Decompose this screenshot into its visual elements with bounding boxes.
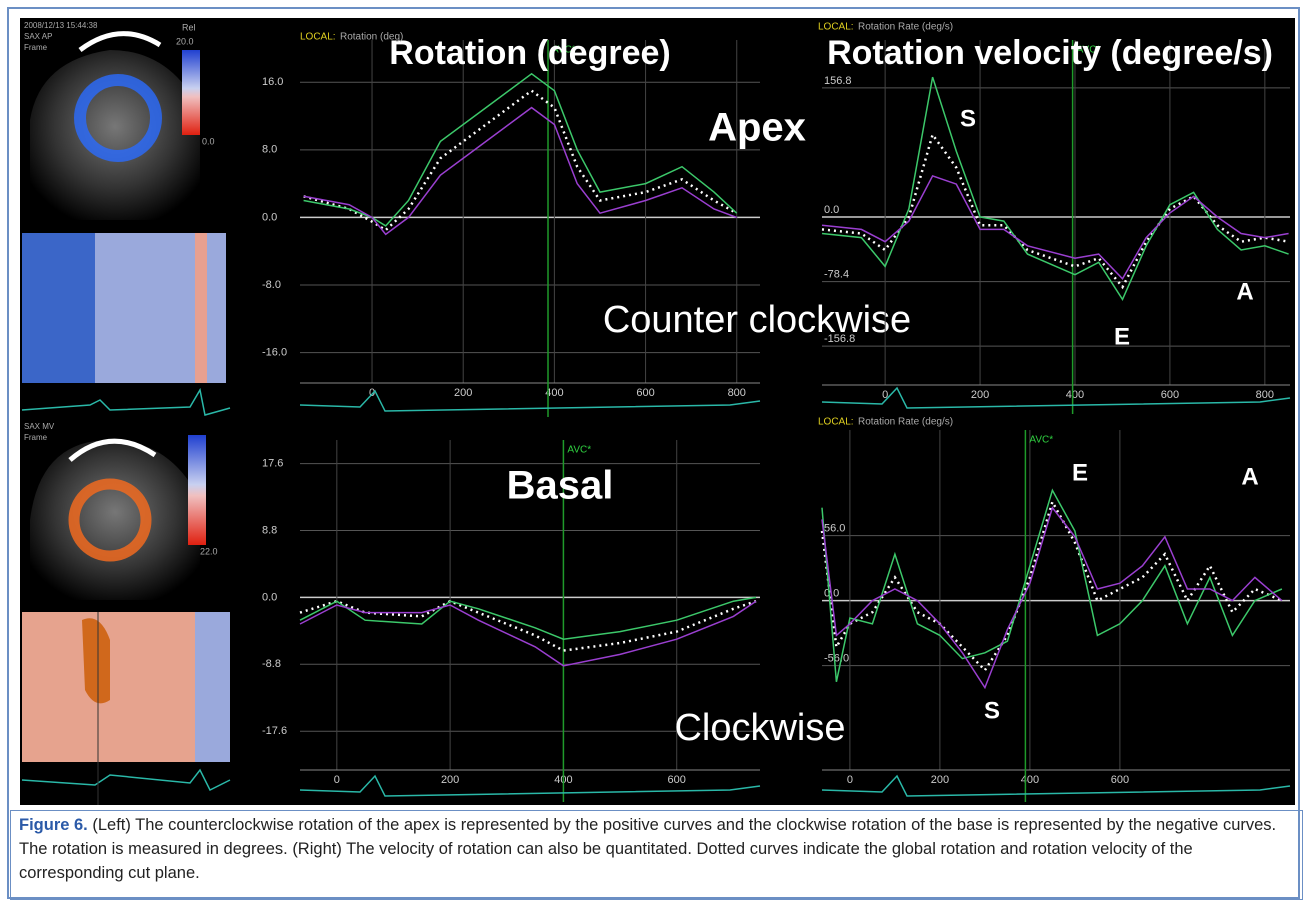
y-tick-label: 16.0 [262, 76, 283, 88]
x-tick-label: 800 [1256, 389, 1274, 401]
x-tick-label: 0 [369, 387, 375, 399]
x-tick-label: 400 [545, 387, 563, 399]
x-tick-label: 600 [668, 774, 686, 786]
curve [303, 89, 738, 232]
curve [299, 596, 757, 640]
echo-scale-max: 22.0 [200, 546, 218, 556]
header-text: Rotation (deg) [340, 32, 403, 43]
ecg-strip [299, 774, 761, 797]
y-tick-label: 8.8 [262, 524, 277, 536]
ecg-strip [821, 774, 1291, 797]
y-tick-label: 17.6 [262, 457, 283, 469]
y-tick-label: -56.0 [824, 652, 849, 664]
y-tick-label: 0.0 [262, 591, 277, 603]
header-text: Rotation Rate (deg/s) [858, 22, 953, 33]
echo-timestamp: 2008/12/13 15:44:38 [24, 21, 98, 30]
curve [303, 72, 738, 227]
echo-scale-min: 0.0 [202, 136, 215, 146]
y-tick-label: 56.0 [824, 523, 845, 535]
annotation: Basal [507, 464, 614, 508]
curve [821, 131, 1289, 290]
annotation: E [1072, 459, 1088, 486]
curve [821, 174, 1289, 281]
annotation: S [984, 697, 1000, 724]
y-tick-label: -78.4 [824, 268, 849, 280]
annotation: A [1236, 278, 1253, 305]
annotation: A [1241, 463, 1258, 490]
curve [303, 106, 737, 236]
avc-label: AVC* [552, 45, 576, 56]
annotation: Apex [708, 106, 806, 150]
y-tick-label: -16.0 [262, 346, 287, 358]
y-tick-label: -8.8 [262, 658, 281, 670]
caption-label: Figure 6. [19, 816, 88, 834]
annotation: E [1114, 323, 1130, 350]
x-tick-label: 200 [454, 387, 472, 399]
x-tick-label: 400 [1066, 389, 1084, 401]
x-tick-label: 600 [1111, 774, 1129, 786]
echo-view: SAX MV [24, 422, 55, 431]
caption: Figure 6. (Left) The counterclockwise ro… [10, 810, 1303, 900]
x-tick-label: 200 [931, 774, 949, 786]
y-tick-label: 8.0 [262, 144, 277, 156]
y-tick-label: 0.0 [262, 211, 277, 223]
x-tick-label: 0 [847, 774, 853, 786]
curve [821, 506, 1283, 690]
avc-label: AVC* [1029, 435, 1053, 446]
echo-top [21, 31, 231, 805]
y-tick-label: -156.8 [824, 333, 855, 345]
x-tick-label: 800 [728, 387, 746, 399]
x-tick-label: 0 [882, 389, 888, 401]
avc-label: AVC* [567, 445, 591, 456]
caption-text: (Left) The counterclockwise rotation of … [19, 816, 1277, 882]
avc-label: AVC* [1077, 45, 1101, 56]
x-tick-label: 200 [971, 389, 989, 401]
curve [821, 488, 1283, 682]
frame [7, 7, 1300, 899]
y-tick-label: -8.0 [262, 279, 281, 291]
x-tick-label: 400 [1021, 774, 1039, 786]
x-tick-label: 600 [636, 387, 654, 399]
ecg-strip [299, 389, 761, 412]
curve [821, 76, 1289, 301]
image-bg [20, 18, 1295, 805]
echo-view: SAX AP [24, 32, 52, 41]
annotation: Counter clockwise [603, 299, 911, 341]
echo-frame: Frame [24, 43, 48, 52]
panel-title: Rotation (degree) [389, 34, 670, 72]
x-tick-label: 0 [334, 774, 340, 786]
header-text: Rotation Rate (deg/s) [858, 417, 953, 428]
y-tick-label: 156.8 [824, 75, 852, 87]
panel-title: Rotation velocity (degree/s) [827, 34, 1273, 72]
x-tick-label: 200 [441, 774, 459, 786]
echo-scale-max: 20.0 [176, 36, 194, 46]
x-tick-label: 600 [1161, 389, 1179, 401]
header-label: LOCAL: [818, 417, 854, 428]
header-label: LOCAL: [300, 32, 336, 43]
ecg-strip [821, 386, 1291, 409]
annotation: Clockwise [674, 707, 845, 749]
curve [299, 600, 757, 667]
y-tick-label: 0.0 [824, 204, 839, 216]
y-tick-label: -17.6 [262, 725, 287, 737]
annotation: S [960, 105, 976, 132]
echo-frame: Frame [24, 433, 48, 442]
header-label: LOCAL: [818, 22, 854, 33]
echo-scale-label: Rel [182, 22, 196, 32]
